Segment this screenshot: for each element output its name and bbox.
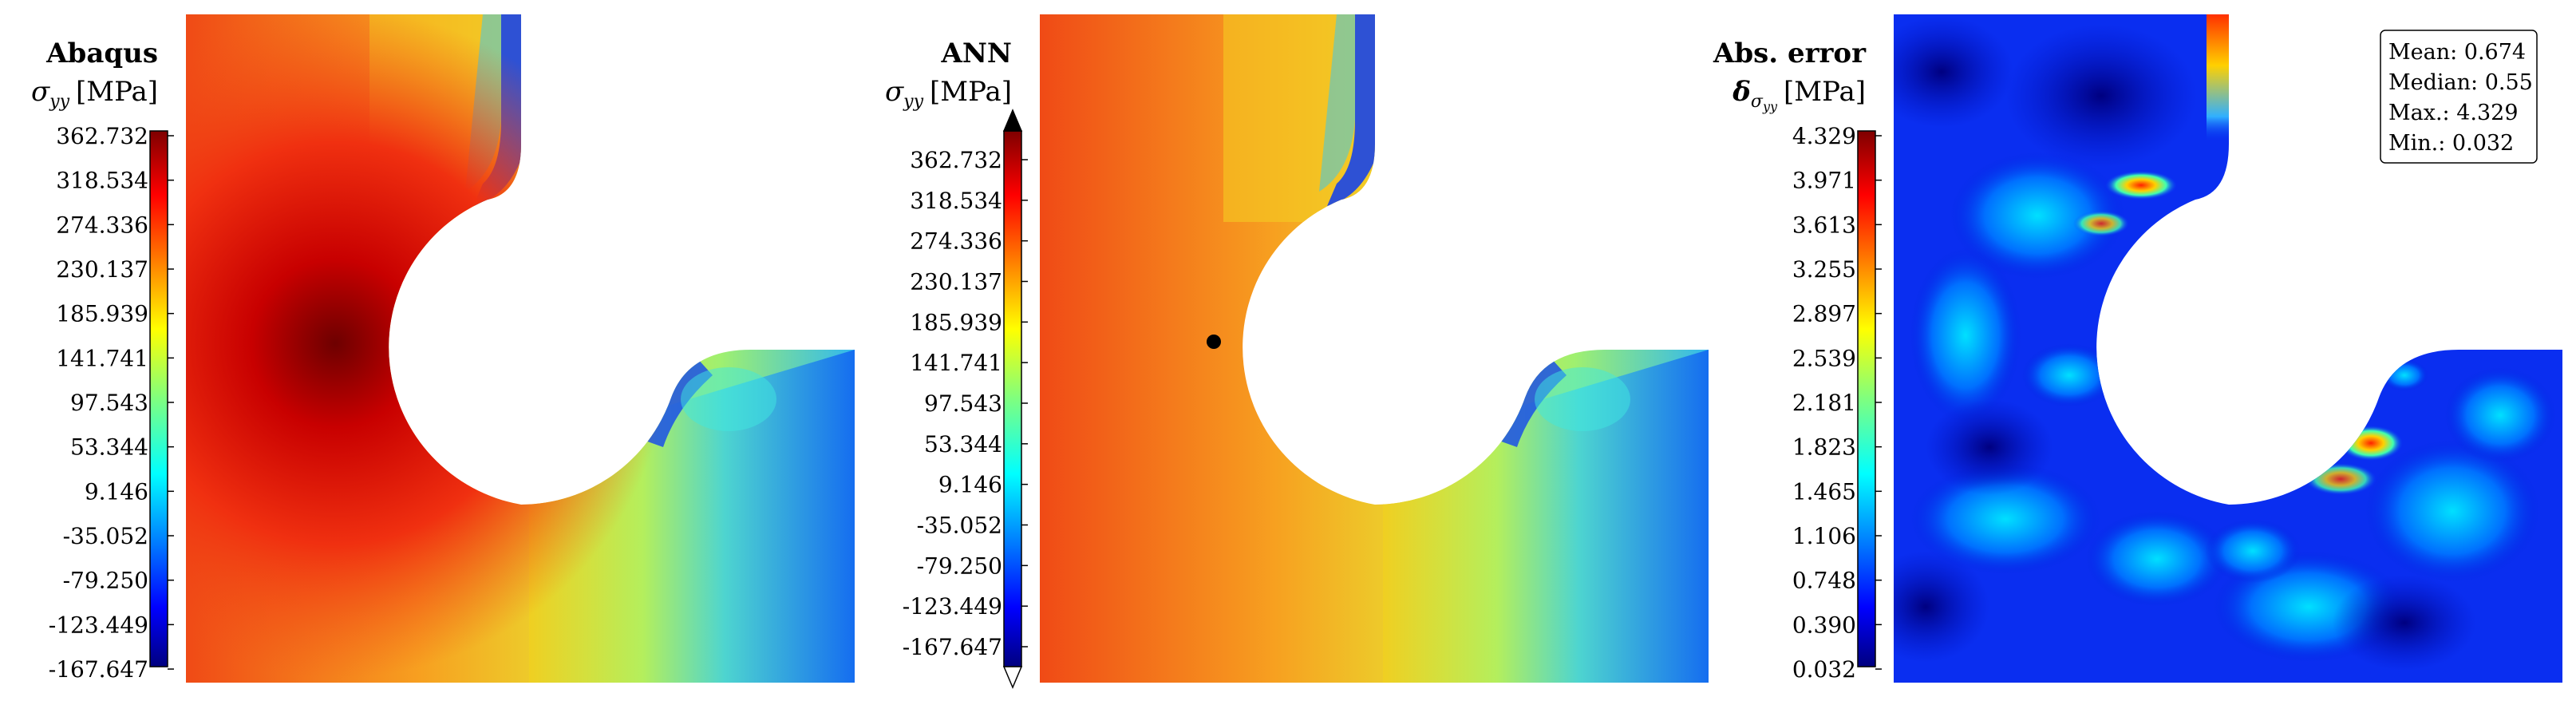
colorbar-tick-label: -167.647: [49, 656, 148, 683]
colorbar-tick-label: 1.106: [1792, 523, 1856, 549]
panel-title: ANN: [940, 38, 1012, 69]
colorbar: [1857, 130, 1876, 667]
panel-ann: 362.732 318.534 274.336 230.137 185.939 141.7…: [885, 14, 1709, 689]
colorbar-tick-label: 3.971: [1792, 168, 1856, 194]
colorbar-tick-label: 230.137: [910, 269, 1002, 295]
colorbar-tick-label: 3.255: [1792, 256, 1856, 283]
stats-box: [2380, 30, 2538, 164]
colorbar-tick-label: 1.465: [1792, 478, 1856, 505]
colorbar-tick-label: 141.741: [910, 350, 1002, 376]
colorbar-tick-label: 2.897: [1792, 301, 1856, 327]
colorbar-tick-label: 185.939: [56, 301, 148, 327]
colorbar-tick-label: 0.748: [1792, 568, 1856, 594]
colorbar-tick-label: 274.336: [910, 228, 1002, 255]
colorbar-tick-label: 0.032: [1792, 656, 1856, 683]
colorbar-tick-label: 53.344: [70, 434, 148, 461]
stat-min: Min.: 0.032: [2388, 131, 2514, 156]
colorbar-tick-label: 362.732: [910, 147, 1002, 173]
colorbar-extend-min: [1002, 666, 1023, 689]
colorbar-tick-label: 318.534: [56, 168, 148, 194]
field-map: [1040, 14, 1709, 683]
colorbar-tick-label: 9.146: [85, 478, 148, 505]
colorbar-tick-label: 3.613: [1792, 212, 1856, 238]
field-map: [186, 14, 855, 683]
colorbar-tick-label: -123.449: [903, 593, 1002, 620]
colorbar-tick-label: 2.539: [1792, 345, 1856, 371]
colorbar-extend-max: [1002, 109, 1023, 132]
colorbar-tick-label: 230.137: [56, 256, 148, 283]
stat-median: Median: 0.55: [2388, 70, 2533, 95]
min-marker-icon: [1207, 335, 1221, 349]
stat-max: Max.: 4.329: [2388, 101, 2519, 125]
colorbar-tick-label: 1.823: [1792, 434, 1856, 461]
colorbar-tick-label: 362.732: [56, 123, 148, 149]
colorbar-tick-label: 4.329: [1792, 123, 1856, 149]
colorbar-tick-label: 2.181: [1792, 390, 1856, 416]
quantity-label: σyy [MPa]: [31, 76, 158, 112]
colorbar-tick-label: 318.534: [910, 188, 1002, 214]
colorbar-tick-label: -35.052: [63, 523, 148, 549]
stat-mean: Mean: 0.674: [2388, 40, 2526, 65]
colorbar-tick-label: 141.741: [56, 345, 148, 371]
colorbar: [149, 130, 168, 667]
colorbar: [1003, 130, 1022, 667]
panel-abaqus: 362.732 318.534 274.336 230.137 185.939 141.7…: [31, 14, 855, 683]
panel-abs-error: 4.329 3.971 3.613 3.255 2.897 2.539 2.181 1.823…: [1713, 14, 2562, 683]
colorbar-tick-label: 185.939: [910, 309, 1002, 335]
colorbar-tick-label: 0.390: [1792, 612, 1856, 638]
colorbar-tick-label: 53.344: [924, 431, 1002, 457]
colorbar-tick-label: 9.146: [938, 472, 1002, 498]
colorbar-tick-label: -79.250: [917, 552, 1002, 579]
colorbar-tick-label: -35.052: [917, 513, 1002, 539]
colorbar-tick-label: 274.336: [56, 212, 148, 238]
panel-title: Abaqus: [45, 38, 158, 69]
quantity-label: δσyy [MPa]: [1732, 76, 1866, 114]
colorbar-tick-label: -79.250: [63, 568, 148, 594]
panel-title: Abs. error: [1713, 38, 1867, 69]
colorbar-tick-label: -123.449: [49, 612, 148, 638]
colorbar-tick-label: -167.647: [903, 634, 1002, 660]
colorbar-tick-label: 97.543: [924, 390, 1002, 417]
quantity-label: σyy [MPa]: [885, 76, 1012, 112]
colorbar-tick-label: 97.543: [70, 390, 148, 416]
